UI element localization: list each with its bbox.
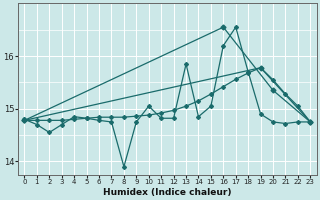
X-axis label: Humidex (Indice chaleur): Humidex (Indice chaleur) bbox=[103, 188, 232, 197]
